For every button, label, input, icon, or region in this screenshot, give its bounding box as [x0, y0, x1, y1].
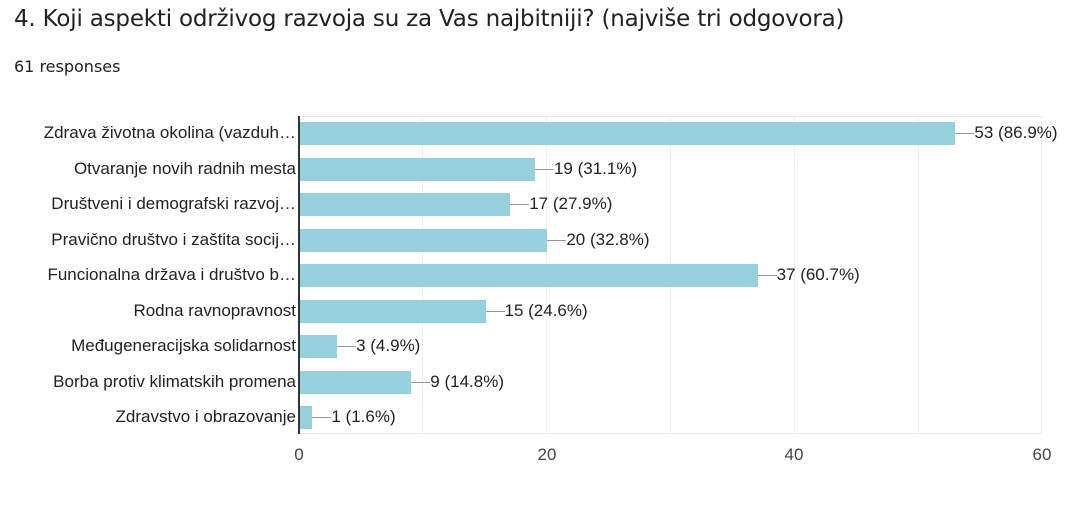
bar[interactable] — [300, 264, 758, 287]
leader-line — [547, 239, 567, 241]
x-tick: 60 — [1032, 445, 1052, 464]
bar[interactable] — [300, 157, 535, 181]
leader-line — [312, 417, 332, 418]
leader-line — [534, 168, 554, 170]
bar[interactable] — [300, 193, 511, 216]
bar-row: Otvaranje novih radnih mesta 19 (31.1%) — [0, 157, 1089, 182]
leader-line — [485, 310, 505, 312]
value-label: 3 (4.9%) — [356, 336, 421, 355]
leader-line — [757, 275, 777, 276]
bar-row: Funcionalna država i društvo b… 37 (60.7%… — [0, 264, 1089, 288]
x-tick: 20 — [537, 445, 557, 464]
y-axis-line — [298, 116, 300, 434]
bar[interactable] — [300, 335, 338, 358]
value-label: 37 (60.7%) — [776, 265, 860, 284]
bar-row: Borba protiv klimatskih promena 9 (14.8%) — [0, 370, 1089, 395]
value-label: 17 (27.9%) — [529, 194, 613, 213]
value-label: 19 (31.1%) — [553, 158, 638, 178]
leader-line — [411, 381, 431, 383]
category-label: Otvaranje novih radnih mesta — [73, 158, 296, 178]
leader-line — [955, 133, 975, 134]
x-tick: 40 — [784, 445, 804, 464]
bar-row: Zdravstvo i obrazovanje 1 (1.6%) — [0, 406, 1089, 430]
gridline — [918, 117, 919, 433]
x-tick: 0 — [294, 445, 304, 464]
bar[interactable] — [300, 406, 313, 429]
category-label: Rodna ravnopravnost — [133, 300, 296, 320]
value-label: 20 (32.8%) — [566, 229, 650, 249]
category-label: Zdravstvo i obrazovanje — [115, 407, 296, 426]
category-label: Međugeneracijska solidarnost — [71, 336, 296, 355]
category-label: Društveni i demografski razvoj… — [51, 194, 296, 213]
bar-row: Rodna ravnopravnost 15 (24.6%) — [0, 299, 1089, 324]
value-label: 53 (86.9%) — [974, 123, 1058, 142]
bar-row: Pravično društvo i zaštita socij… 20 (32.… — [0, 228, 1089, 253]
gridline — [794, 117, 795, 433]
value-label: 9 (14.8%) — [430, 371, 504, 391]
bar[interactable] — [300, 122, 956, 145]
response-count: 61 responses — [14, 57, 121, 76]
category-label: Funcionalna država i društvo b… — [47, 265, 296, 284]
bar[interactable] — [300, 299, 486, 323]
bar-row: Zdrava životna okolina (vazduh… 53 (86.9%… — [0, 122, 1089, 146]
leader-line — [337, 346, 357, 347]
bar[interactable] — [300, 228, 548, 252]
bar-row: Društveni i demografski razvoj… 17 (27.9%… — [0, 193, 1089, 217]
leader-line — [510, 204, 530, 205]
category-label: Pravično društvo i zaštita socij… — [51, 229, 296, 249]
category-label: Borba protiv klimatskih promena — [53, 371, 296, 391]
question-title: 4. Koji aspekti održivog razvoja su za V… — [14, 6, 845, 32]
value-label: 15 (24.6%) — [504, 300, 588, 320]
value-label: 1 (1.6%) — [331, 407, 396, 426]
bar[interactable] — [300, 370, 412, 394]
category-label: Zdrava životna okolina (vazduh… — [43, 123, 296, 142]
bar-row: Međugeneracijska solidarnost 3 (4.9%) — [0, 335, 1089, 359]
